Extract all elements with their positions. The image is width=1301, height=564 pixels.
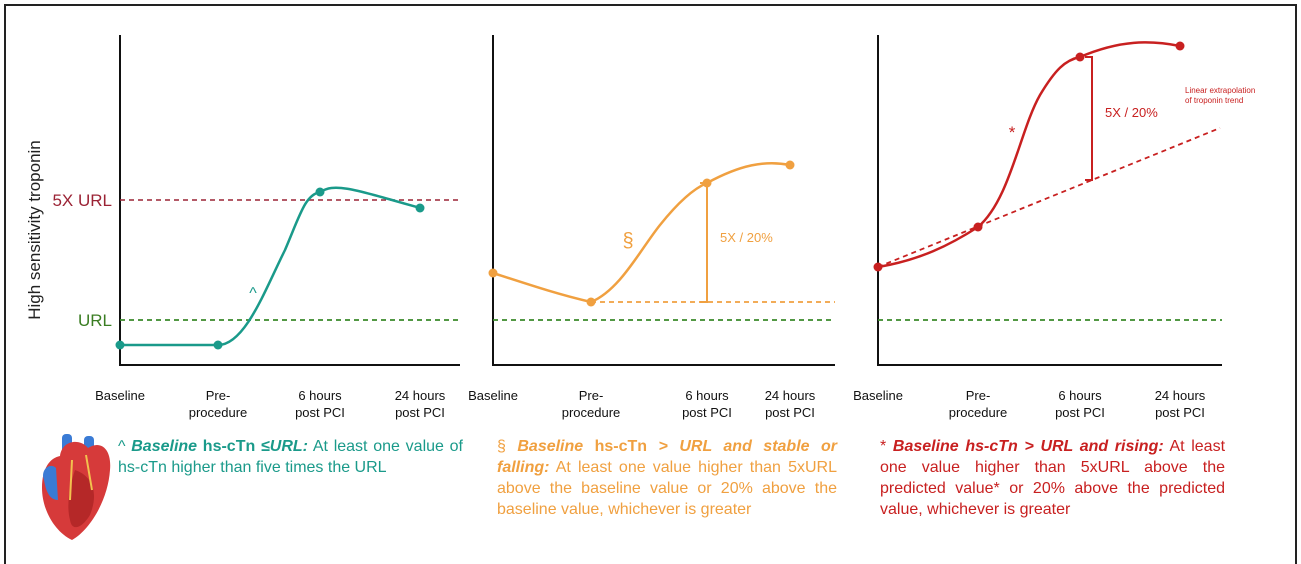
x-tick-label: Baseline	[853, 388, 903, 403]
x-tick-label-line: 24 hours	[1155, 388, 1206, 403]
caption: * Baseline hs-cTn > URL and rising: At l…	[880, 436, 1225, 520]
annotation-line: of troponin trend	[1185, 96, 1243, 105]
caption-segment: Baseline hs-cTn > URL and rising:	[893, 438, 1164, 455]
marker: §	[622, 230, 633, 252]
bracket-label: 5X / 20%	[720, 230, 773, 245]
five-x-url-label: 5X URL	[52, 191, 112, 210]
x-tick-label: Pre-procedure	[949, 388, 1008, 420]
caption-segment: hs-cTn	[197, 438, 261, 455]
caption: § Baseline hs-cTn > URL and stable or fa…	[497, 436, 837, 520]
x-tick-label: 24 hours post PCI	[1155, 388, 1206, 420]
x-tick-label: Baseline	[468, 388, 518, 403]
x-tick-label-line: 6 hours	[298, 388, 342, 403]
x-tick-label-line: procedure	[189, 405, 248, 420]
caption-segment: ≤URL:	[261, 438, 308, 455]
x-tick-label-line: procedure	[562, 405, 621, 420]
x-tick-label: 6 hours post PCI	[295, 388, 345, 420]
x-tick-label: 6 hours post PCI	[682, 388, 732, 420]
orange-curve	[489, 161, 836, 307]
caption: ^ Baseline hs-cTn ≤URL: At least one val…	[118, 436, 463, 478]
marker: *	[1009, 123, 1016, 142]
x-tick-label: 6 hours post PCI	[1055, 388, 1105, 420]
x-tick-label-line: post PCI	[1055, 405, 1105, 420]
x-tick-label: 24 hours post PCI	[765, 388, 816, 420]
red-curve	[874, 42, 1221, 272]
x-tick-label-line: procedure	[949, 405, 1008, 420]
x-tick-label-line: Baseline	[853, 388, 903, 403]
x-tick-label-line: 24 hours	[395, 388, 446, 403]
caption-segment: ^	[118, 438, 131, 455]
x-tick-label-line: Baseline	[95, 388, 145, 403]
annotation-line: Linear extrapolation	[1185, 86, 1255, 95]
x-tick-label-line: Pre-	[579, 388, 604, 403]
x-tick-label-line: 6 hours	[1058, 388, 1102, 403]
x-tick-label-line: post PCI	[295, 405, 345, 420]
x-tick-label-line: post PCI	[1155, 405, 1205, 420]
x-tick-label-line: post PCI	[682, 405, 732, 420]
heart-icon	[42, 434, 110, 540]
x-tick-label-line: 24 hours	[765, 388, 816, 403]
caption-segment: §	[497, 438, 517, 455]
figure: High sensitivity troponin 5X URL URL ^ §…	[0, 0, 1301, 564]
x-tick-label-line: 6 hours	[685, 388, 729, 403]
annotation: Linear extrapolation of troponin trend	[1185, 86, 1258, 105]
caption-segment: *	[880, 438, 893, 455]
x-tick-label: Pre-procedure	[189, 388, 248, 420]
caption-segment: hs-cTn	[583, 438, 658, 455]
x-tick-label: 24 hours post PCI	[395, 388, 446, 420]
caption-segment: Baseline	[517, 438, 583, 455]
bracket-label: 5X / 20%	[1105, 105, 1158, 120]
caption-segment: Baseline	[131, 438, 197, 455]
x-tick-label-line: Baseline	[468, 388, 518, 403]
marker: ^	[249, 285, 257, 302]
y-axis-label: High sensitivity troponin	[25, 140, 44, 320]
x-tick-label-line: post PCI	[765, 405, 815, 420]
x-tick-label: Pre-procedure	[562, 388, 621, 420]
x-tick-label: Baseline	[95, 388, 145, 403]
teal-curve	[116, 188, 425, 350]
x-tick-label-line: Pre-	[966, 388, 991, 403]
x-tick-label-line: post PCI	[395, 405, 445, 420]
x-tick-label-line: Pre-	[206, 388, 231, 403]
url-label: URL	[78, 311, 112, 330]
